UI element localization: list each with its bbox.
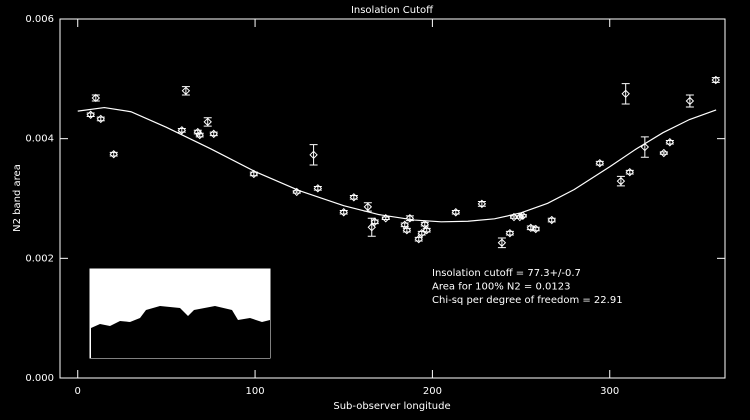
data-point bbox=[625, 167, 634, 177]
error-bar bbox=[370, 219, 379, 225]
data-point bbox=[349, 193, 359, 202]
data-point bbox=[209, 129, 218, 139]
data-point bbox=[309, 150, 318, 160]
error-bar bbox=[339, 209, 348, 215]
data-point bbox=[531, 224, 540, 234]
data-point bbox=[595, 158, 605, 168]
error-bar bbox=[402, 227, 411, 233]
x-tick-label: 100 bbox=[246, 386, 265, 397]
y-tick-label: 0.004 bbox=[25, 134, 54, 145]
annotation: Area for 100% N2 = 0.0123 bbox=[432, 282, 570, 293]
data-point bbox=[363, 202, 373, 212]
error-bar bbox=[109, 151, 118, 157]
error-bar bbox=[209, 131, 218, 137]
data-point bbox=[86, 110, 95, 119]
chart-title: Insolation Cutoff bbox=[351, 5, 434, 16]
error-bar bbox=[451, 209, 460, 215]
data-point bbox=[477, 199, 487, 209]
inset-silhouette bbox=[91, 306, 270, 358]
data-point bbox=[547, 215, 556, 225]
data-point bbox=[420, 220, 429, 229]
error-bar bbox=[547, 217, 556, 223]
data-point bbox=[203, 117, 212, 127]
y-tick-label: 0.000 bbox=[25, 373, 54, 384]
data-point bbox=[402, 226, 412, 235]
data-point bbox=[195, 130, 204, 140]
error-bar bbox=[621, 83, 630, 105]
annotation: Insolation cutoff = 77.3+/-0.7 bbox=[432, 268, 581, 279]
data-point bbox=[665, 138, 675, 147]
data-point bbox=[505, 228, 515, 238]
error-bar bbox=[177, 127, 186, 133]
data-point bbox=[659, 148, 669, 158]
error-bar bbox=[414, 236, 423, 242]
error-bar bbox=[665, 139, 674, 145]
error-bar bbox=[96, 116, 105, 122]
data-point bbox=[193, 127, 202, 137]
data-point bbox=[621, 89, 630, 98]
inset-image bbox=[89, 268, 271, 359]
y-tick-label: 0.002 bbox=[25, 253, 54, 264]
data-point bbox=[367, 223, 376, 232]
fit-curve bbox=[77, 106, 717, 223]
error-bar bbox=[420, 221, 429, 227]
data-point bbox=[109, 150, 118, 159]
data-point bbox=[91, 93, 101, 103]
data-point bbox=[685, 96, 695, 106]
error-bar bbox=[422, 227, 431, 233]
data-point bbox=[616, 176, 626, 186]
data-point bbox=[497, 238, 507, 247]
error-bar bbox=[505, 230, 514, 236]
error-bar bbox=[477, 200, 486, 207]
error-bar bbox=[313, 186, 322, 191]
error-bar bbox=[595, 160, 604, 166]
data-point bbox=[249, 169, 259, 179]
data-point bbox=[518, 211, 528, 221]
data-point bbox=[526, 223, 536, 233]
error-bar bbox=[625, 169, 634, 175]
data-point bbox=[451, 208, 461, 217]
y-tick-label: 0.006 bbox=[25, 14, 54, 25]
error-bar bbox=[349, 195, 358, 200]
data-point bbox=[640, 142, 650, 152]
data-point bbox=[96, 114, 105, 124]
data-point bbox=[181, 86, 191, 96]
x-tick-label: 300 bbox=[600, 386, 619, 397]
error-bar bbox=[531, 226, 540, 232]
error-bar bbox=[640, 136, 649, 158]
data-point bbox=[381, 214, 390, 223]
error-bar bbox=[711, 77, 720, 83]
error-bar bbox=[86, 112, 95, 118]
x-tick-label: 0 bbox=[75, 386, 81, 397]
x-axis-label: Sub-observer longitude bbox=[333, 401, 450, 412]
plot-frame bbox=[59, 18, 726, 379]
data-point bbox=[177, 126, 187, 135]
data-point bbox=[711, 75, 720, 85]
x-tick-label: 200 bbox=[423, 386, 442, 397]
data-point bbox=[405, 214, 415, 223]
data-point bbox=[370, 217, 379, 227]
data-point bbox=[422, 226, 431, 235]
error-bar bbox=[309, 144, 318, 166]
data-point bbox=[414, 234, 423, 244]
annotation: Chi-sq per degree of freedom = 22.91 bbox=[432, 295, 623, 306]
data-point bbox=[339, 208, 348, 217]
error-bar bbox=[195, 132, 204, 138]
data-point bbox=[515, 212, 525, 222]
y-axis-label: N2 band area bbox=[12, 164, 23, 232]
data-point bbox=[313, 184, 323, 193]
